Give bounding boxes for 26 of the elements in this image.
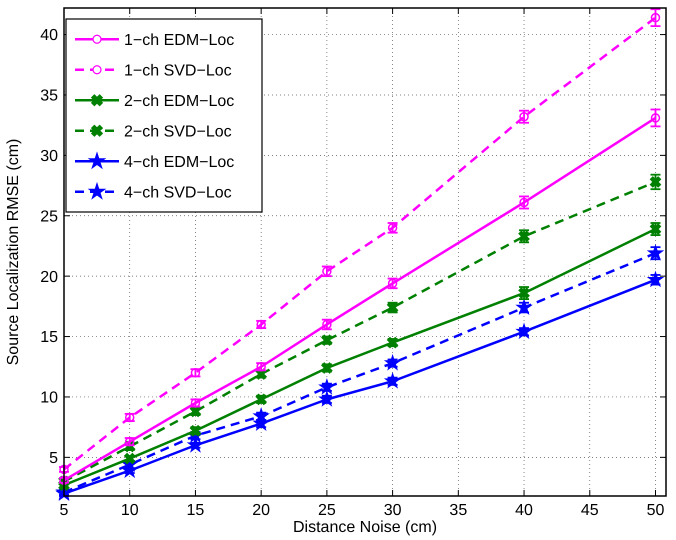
x-tick-label: 15: [186, 502, 204, 519]
y-tick-label: 35: [40, 88, 58, 105]
legend-label: 4−ch SVD−Loc: [124, 184, 232, 202]
y-tick-label: 10: [40, 390, 58, 407]
x-axis-title: Distance Noise (cm): [292, 519, 438, 536]
y-axis-title: Source Localization RMSE (cm): [5, 138, 22, 366]
y-tick-label: 25: [40, 208, 58, 226]
x-tick-label: 20: [252, 502, 270, 519]
x-tick-label: 30: [384, 502, 402, 519]
y-tick-label: 40: [40, 27, 58, 44]
legend-label: 4−ch EDM−Loc: [124, 154, 234, 171]
y-tick-label: 15: [40, 329, 58, 346]
x-tick-label: 45: [580, 502, 599, 519]
legend-label: 1−ch EDM−Loc: [124, 32, 234, 49]
x-tick-label: 35: [449, 502, 468, 519]
legend-label: 2−ch EDM−Loc: [124, 92, 234, 110]
y-tick-label: 5: [49, 450, 58, 467]
legend-label: 1−ch SVD−Loc: [124, 62, 232, 80]
x-tick-label: 5: [60, 502, 69, 519]
y-tick-label: 30: [40, 148, 58, 165]
x-tick-label: 25: [318, 502, 336, 519]
x-tick-label: 10: [120, 502, 139, 519]
legend-label: 2−ch SVD−Loc: [124, 123, 232, 140]
y-tick-label: 20: [40, 268, 58, 286]
x-tick-label: 50: [646, 502, 664, 519]
x-tick-label: 40: [515, 502, 534, 519]
